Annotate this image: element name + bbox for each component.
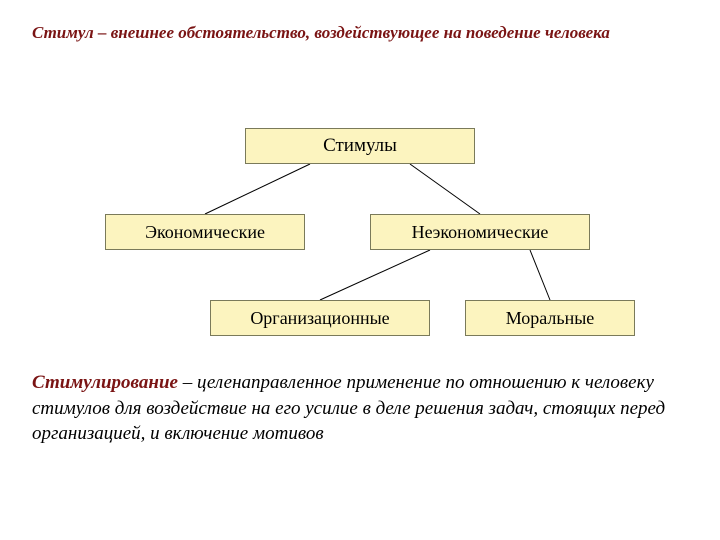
node-necon-label: Неэкономические: [412, 222, 549, 243]
node-moral-label: Моральные: [506, 308, 595, 329]
node-org: Организационные: [210, 300, 430, 336]
diagram-canvas: Стимул – внешнее обстоятельство, воздейс…: [0, 0, 720, 540]
node-org-label: Организационные: [250, 308, 389, 329]
bottom-term: Стимулирование: [32, 372, 178, 393]
node-root-label: Стимулы: [323, 135, 397, 157]
node-moral: Моральные: [465, 300, 635, 336]
node-econ-label: Экономические: [145, 222, 265, 243]
node-necon: Неэкономические: [370, 214, 590, 250]
node-econ: Экономические: [105, 214, 305, 250]
edges-layer: [0, 0, 720, 540]
bottom-paragraph: Стимулирование – целенаправленное примен…: [32, 370, 672, 447]
node-root: Стимулы: [245, 128, 475, 164]
definition-heading: Стимул – внешнее обстоятельство, воздейс…: [32, 22, 632, 44]
